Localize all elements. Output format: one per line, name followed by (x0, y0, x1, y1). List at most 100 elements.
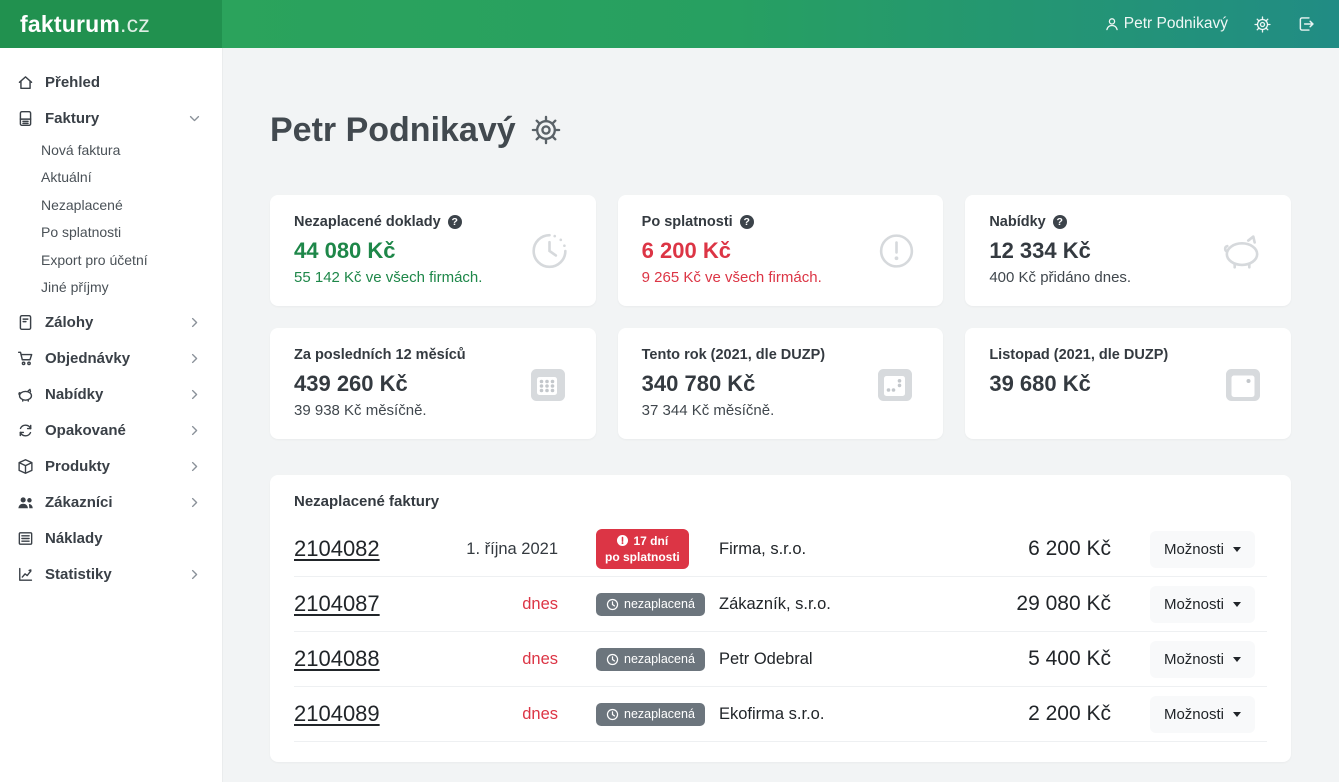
invoice-number-link[interactable]: 2104082 (294, 536, 380, 561)
options-button[interactable]: Možnosti (1149, 585, 1255, 623)
list-icon (17, 530, 34, 547)
invoice-amount: 29 080 Kč (1016, 592, 1111, 615)
logout-icon[interactable] (1297, 15, 1315, 33)
logo-text: fakturum (20, 10, 121, 37)
user-menu[interactable]: Petr Podnikavý (1104, 15, 1228, 33)
status-badge-cell: nezaplacená (564, 647, 719, 671)
sidebar-item-statistiky[interactable]: Statistiky (0, 556, 222, 592)
app-logo[interactable]: fakturum .cz (0, 0, 222, 48)
stat-card-nabidky: Nabídky ? 12 334 Kč 400 Kč přidáno dnes. (965, 195, 1291, 306)
unpaid-badge: nezaplacená (596, 592, 705, 616)
options-button[interactable]: Možnosti (1149, 640, 1255, 678)
card-title: Tento rok (2021, dle DUZP) (641, 347, 826, 363)
invoice-row: 2104087 dnes nezaplacená Zákazník, s.r.o… (294, 577, 1267, 632)
chevron-right-icon (187, 495, 202, 510)
invoice-number-link[interactable]: 2104088 (294, 646, 380, 671)
stat-card-nezaplacene-doklady: Nezaplacené doklady ? 44 080 Kč 55 142 K… (270, 195, 596, 306)
users-icon (17, 494, 34, 511)
options-button[interactable]: Možnosti (1149, 530, 1255, 568)
help-icon[interactable]: ? (739, 215, 754, 229)
sidebar-subitem-jine-prijmy[interactable]: Jiné příjmy (41, 279, 109, 296)
invoice-row: 2104082 1. října 2021 17 dní po splatnos… (294, 522, 1267, 577)
sidebar-item-label: Náklady (45, 529, 103, 547)
settings-gear-icon[interactable] (1254, 15, 1271, 33)
main-content: Petr Podnikavý Nezaplacené doklady ? 44 … (222, 48, 1339, 782)
invoice-icon (17, 110, 34, 127)
sidebar-item-opakovane[interactable]: Opakované (0, 412, 222, 448)
sidebar-item-naklady[interactable]: Náklady (0, 520, 222, 556)
sidebar-item-produkty[interactable]: Produkty (0, 448, 222, 484)
sidebar-subitem-nezaplacene[interactable]: Nezaplacené (41, 196, 123, 213)
clock-icon (606, 653, 619, 666)
sidebar-item-prehled[interactable]: Přehled (0, 64, 222, 100)
options-label: Možnosti (1163, 650, 1224, 668)
card-subtext: 37 344 Kč měsíčně. (641, 402, 775, 419)
page-settings-gear-icon[interactable] (531, 115, 561, 145)
sidebar-item-label: Zálohy (45, 313, 94, 331)
status-badge-cell: nezaplacená (564, 592, 719, 616)
chevron-right-icon (187, 567, 202, 582)
calendar-month-icon (1221, 362, 1265, 406)
options-label: Možnosti (1163, 595, 1224, 613)
sidebar-item-zakaznici[interactable]: Zákazníci (0, 484, 222, 520)
card-value: 44 080 Kč (294, 238, 396, 263)
chevron-down-icon (187, 111, 202, 126)
card-value: 6 200 Kč (641, 238, 731, 263)
stat-card-listopad: Listopad (2021, dle DUZP) 39 680 Kč (965, 328, 1291, 439)
stat-card-po-splatnosti: Po splatnosti ? 6 200 Kč 9 265 Kč ve vše… (617, 195, 944, 306)
sidebar-item-label: Produkty (45, 457, 111, 475)
panel-title: Nezaplacené faktury (294, 493, 440, 510)
help-icon[interactable]: ? (1052, 215, 1067, 229)
status-badge-cell: 17 dní po splatnosti (564, 528, 719, 570)
invoice-amount: 6 200 Kč (1028, 537, 1111, 560)
sidebar-subitem-aktualni[interactable]: Aktuální (41, 169, 92, 186)
help-icon[interactable]: ? (447, 215, 462, 229)
sidebar-item-objednavky[interactable]: Objednávky (0, 340, 222, 376)
client-name: Zákazník, s.r.o. (719, 594, 831, 613)
card-title: Listopad (2021, dle DUZP) (989, 347, 1169, 363)
sidebar-subitem-export-pro-ucetni[interactable]: Export pro účetní (41, 251, 148, 268)
sidebar-item-label: Nabídky (45, 385, 104, 403)
page-title-text: Petr Podnikavý (270, 111, 516, 149)
deposit-file-icon (17, 314, 34, 331)
badge-line1: 17 dní (633, 533, 669, 548)
options-button[interactable]: Možnosti (1149, 695, 1255, 733)
clock-icon (606, 708, 619, 721)
calendar-year-icon (526, 362, 570, 406)
sidebar-subitem-nova-faktura[interactable]: Nová faktura (41, 141, 121, 158)
sidebar-item-nabidky[interactable]: Nabídky (0, 376, 222, 412)
chart-icon (17, 566, 34, 583)
chevron-right-icon (187, 459, 202, 474)
logo-suffix: .cz (120, 10, 151, 37)
card-title: Nezaplacené doklady (294, 214, 441, 230)
faktury-submenu: Nová faktura Aktuální Nezaplacené Po spl… (0, 136, 222, 304)
caret-down-icon (1233, 546, 1241, 552)
sidebar-subitem-po-splatnosti[interactable]: Po splatnosti (41, 224, 122, 241)
invoice-number-link[interactable]: 2104089 (294, 701, 380, 726)
piggy-bank-icon (1219, 228, 1265, 274)
client-name: Firma, s.r.o. (719, 539, 807, 558)
page-title: Petr Podnikavý (270, 110, 1291, 150)
sidebar-item-faktury[interactable]: Faktury (0, 100, 222, 136)
sidebar-item-label: Faktury (45, 109, 100, 127)
badge-label: nezaplacená (624, 651, 695, 666)
stat-cards: Nezaplacené doklady ? 44 080 Kč 55 142 K… (270, 195, 1291, 439)
card-title: Za posledních 12 měsíců (294, 347, 466, 363)
exclamation-circle-icon (876, 230, 917, 271)
sidebar-item-zalohy[interactable]: Zálohy (0, 304, 222, 340)
sidebar-item-label: Opakované (45, 421, 126, 439)
card-value: 340 780 Kč (641, 371, 756, 396)
calendar-months-icon (873, 362, 917, 406)
invoice-number-link[interactable]: 2104087 (294, 591, 380, 616)
chevron-right-icon (187, 387, 202, 402)
sidebar-item-label: Statistiky (45, 565, 112, 583)
top-header: fakturum .cz Petr Podnikavý (0, 0, 1339, 48)
unpaid-badge: nezaplacená (596, 702, 705, 726)
card-subtext: 55 142 Kč ve všech firmách. (294, 269, 483, 286)
box-icon (17, 458, 34, 475)
invoice-amount: 2 200 Kč (1028, 702, 1111, 725)
invoice-date: dnes (522, 594, 558, 613)
stat-card-12-mesicu: Za posledních 12 měsíců 439 260 Kč 39 93… (270, 328, 596, 439)
caret-down-icon (1233, 711, 1241, 717)
caret-down-icon (1233, 601, 1241, 607)
